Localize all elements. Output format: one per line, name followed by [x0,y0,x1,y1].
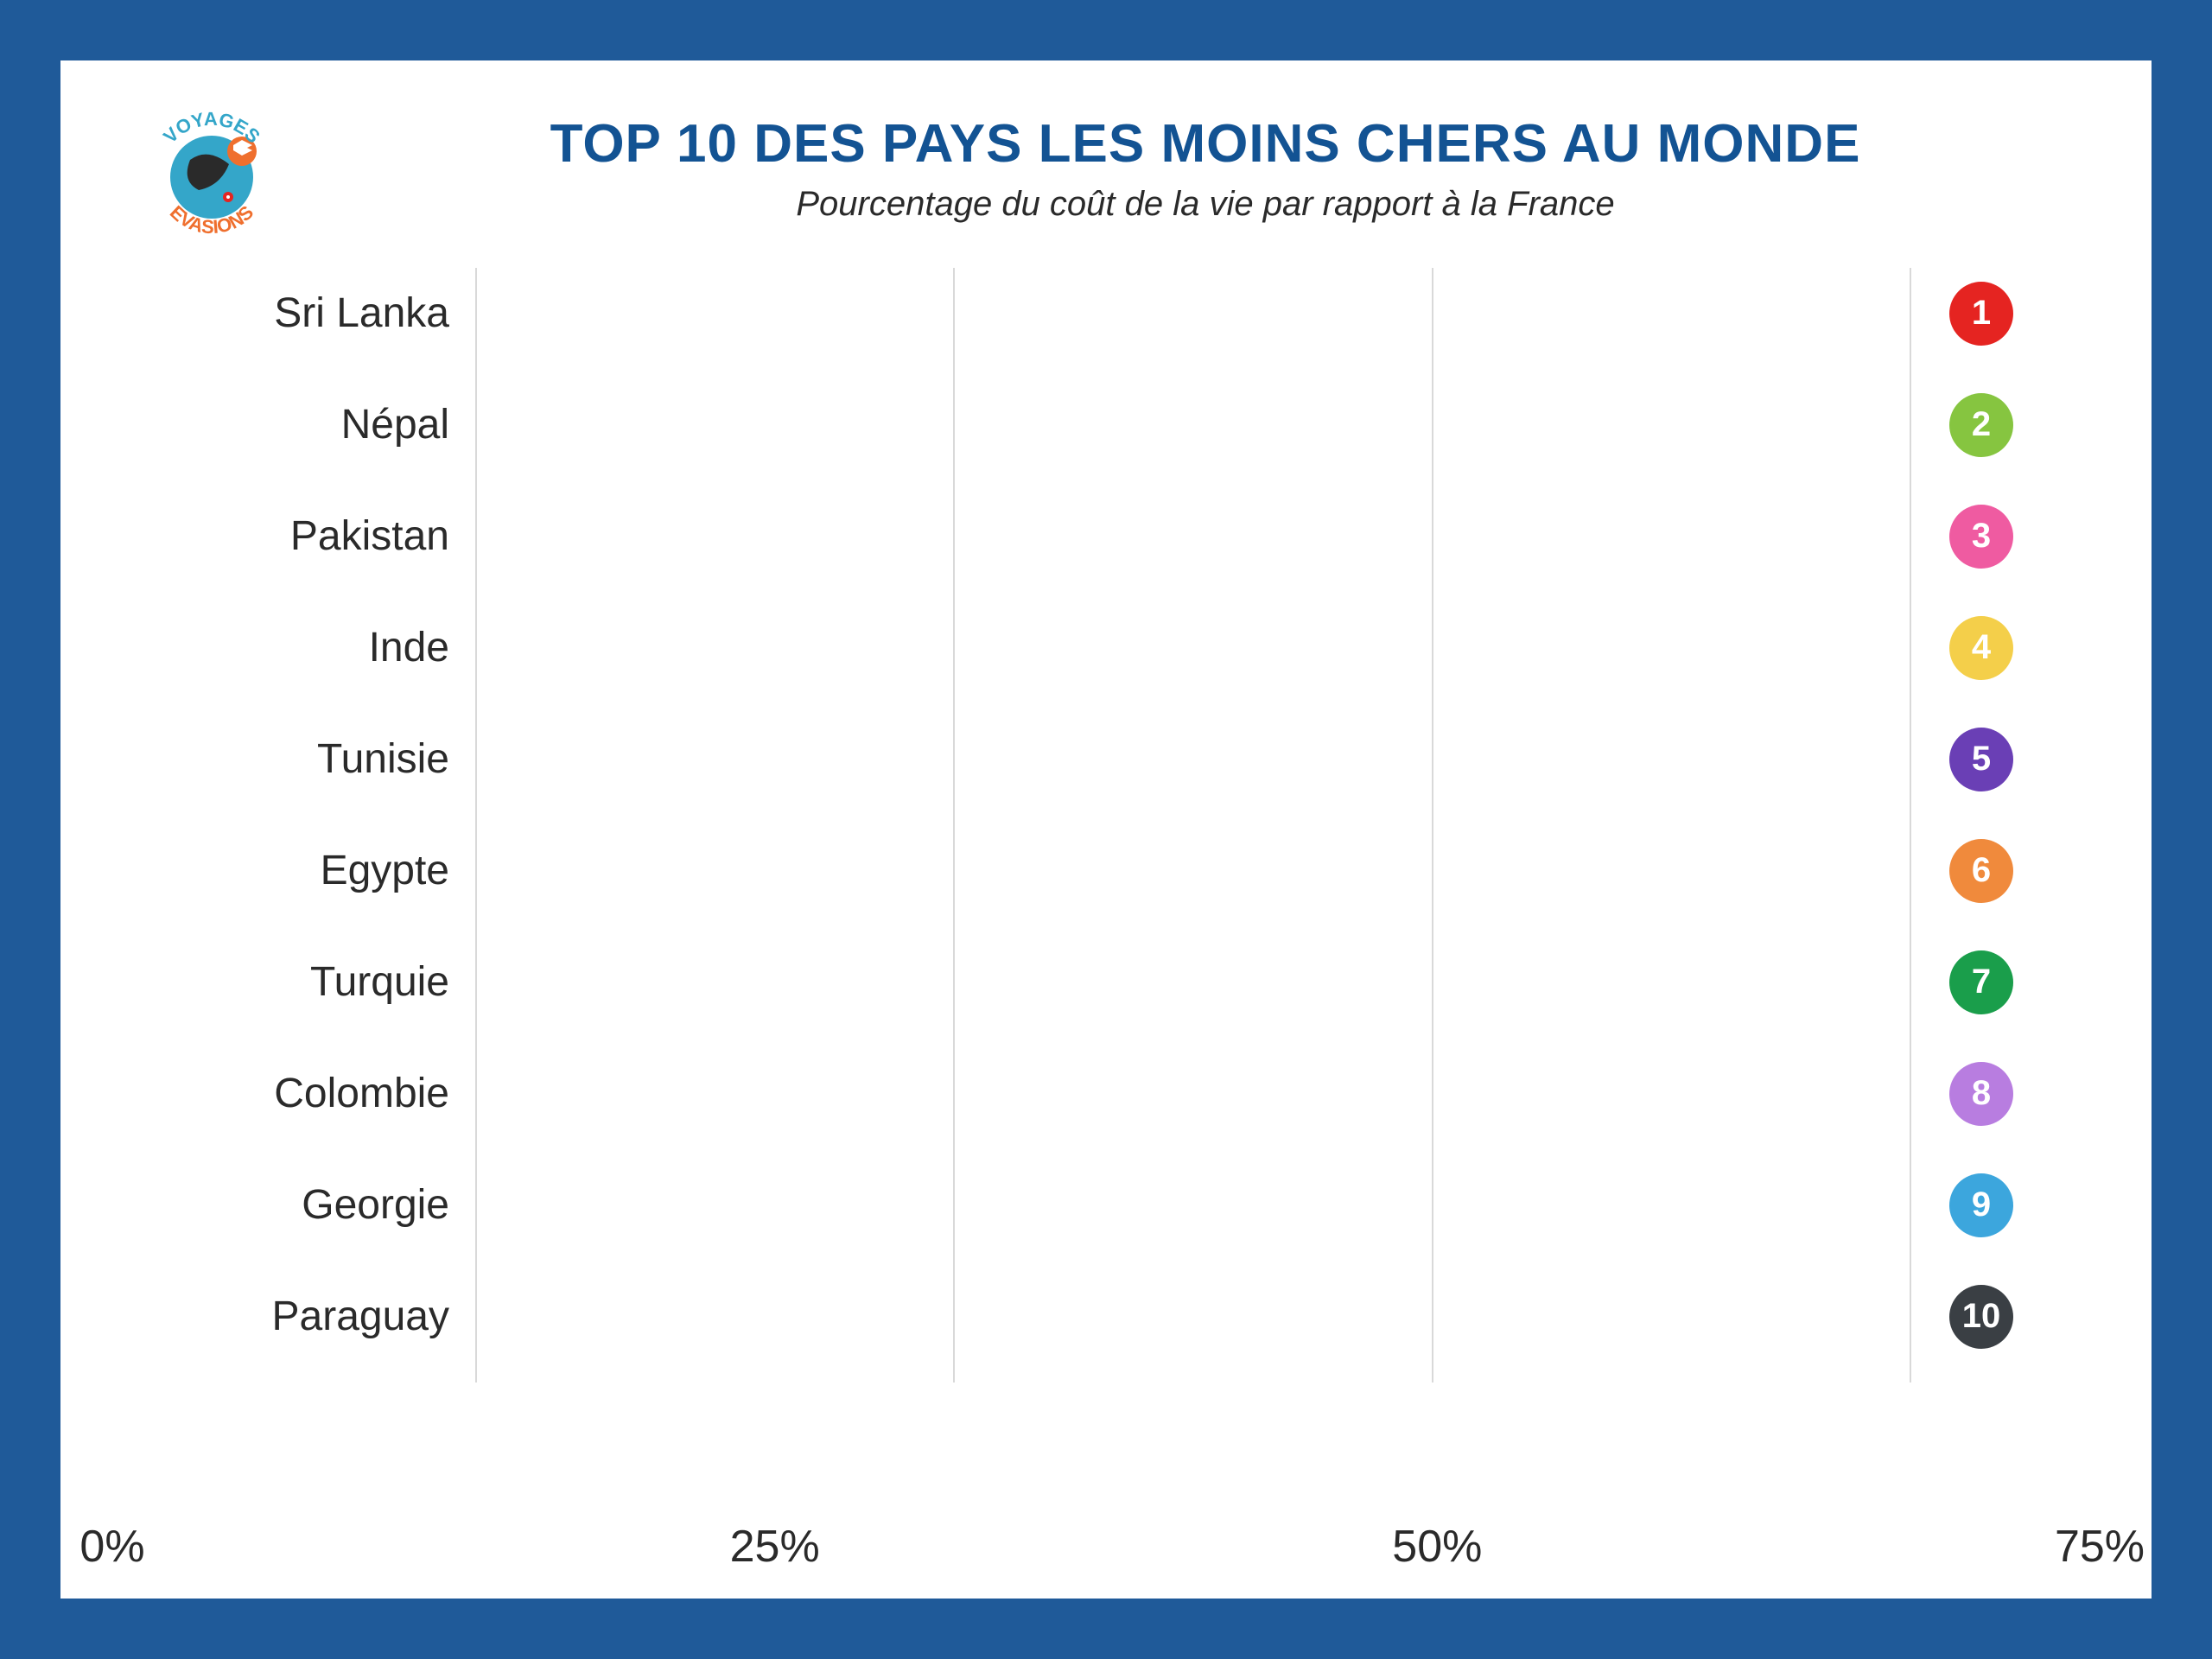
bar-label: Georgie [302,1181,449,1229]
x-tick-label: 0% [79,1521,144,1573]
rank-badge: 10 [1949,1285,2013,1349]
bar-label: Egypte [321,847,449,894]
rank-badge: 7 [1949,950,2013,1014]
grid-line [1432,268,1433,1382]
grid-line [475,268,477,1382]
bar-label: Népal [341,401,449,448]
bar-label: Inde [369,624,449,671]
plot-region: Sri Lanka1Népal2Pakistan3Inde4Tunisie5Eg… [475,268,1910,1382]
x-axis: 0%25%50%75% [112,1521,2100,1573]
bar-label: Tunisie [317,735,449,783]
bar-label: Colombie [274,1070,449,1117]
chart-title: TOP 10 DES PAYS LES MOINS CHERS AU MONDE [311,113,2100,175]
logo: VOYAGES EVASIONS [138,95,285,242]
rank-badge: 2 [1949,393,2013,457]
chart-card: VOYAGES EVASIONS TOP 10 DES PAYS LES MOI… [60,60,2152,1599]
x-tick-label: 75% [2055,1521,2145,1573]
bar-label: Turquie [310,958,449,1006]
x-tick-label: 25% [730,1521,820,1573]
rank-badge: 8 [1949,1062,2013,1126]
title-block: TOP 10 DES PAYS LES MOINS CHERS AU MONDE… [311,113,2100,224]
rank-badge: 9 [1949,1173,2013,1237]
grid-line [953,268,955,1382]
rank-badge: 4 [1949,616,2013,680]
chart-subtitle: Pourcentage du coût de la vie par rappor… [311,185,2100,224]
rank-badge: 5 [1949,728,2013,791]
rank-badge: 1 [1949,282,2013,346]
bar-label: Paraguay [272,1293,449,1340]
chart-area: Sri Lanka 1 Népal 2 Pakistan 3 Inde 4 Tunisie 5 Eg… [112,268,2100,1495]
rank-badge: 3 [1949,505,2013,569]
rank-badge: 6 [1949,839,2013,903]
bar-label: Pakistan [290,512,449,560]
x-tick-label: 50% [1392,1521,1482,1573]
header: VOYAGES EVASIONS TOP 10 DES PAYS LES MOI… [112,95,2100,242]
grid-line [1910,268,1911,1382]
bar-label: Sri Lanka [274,289,449,337]
